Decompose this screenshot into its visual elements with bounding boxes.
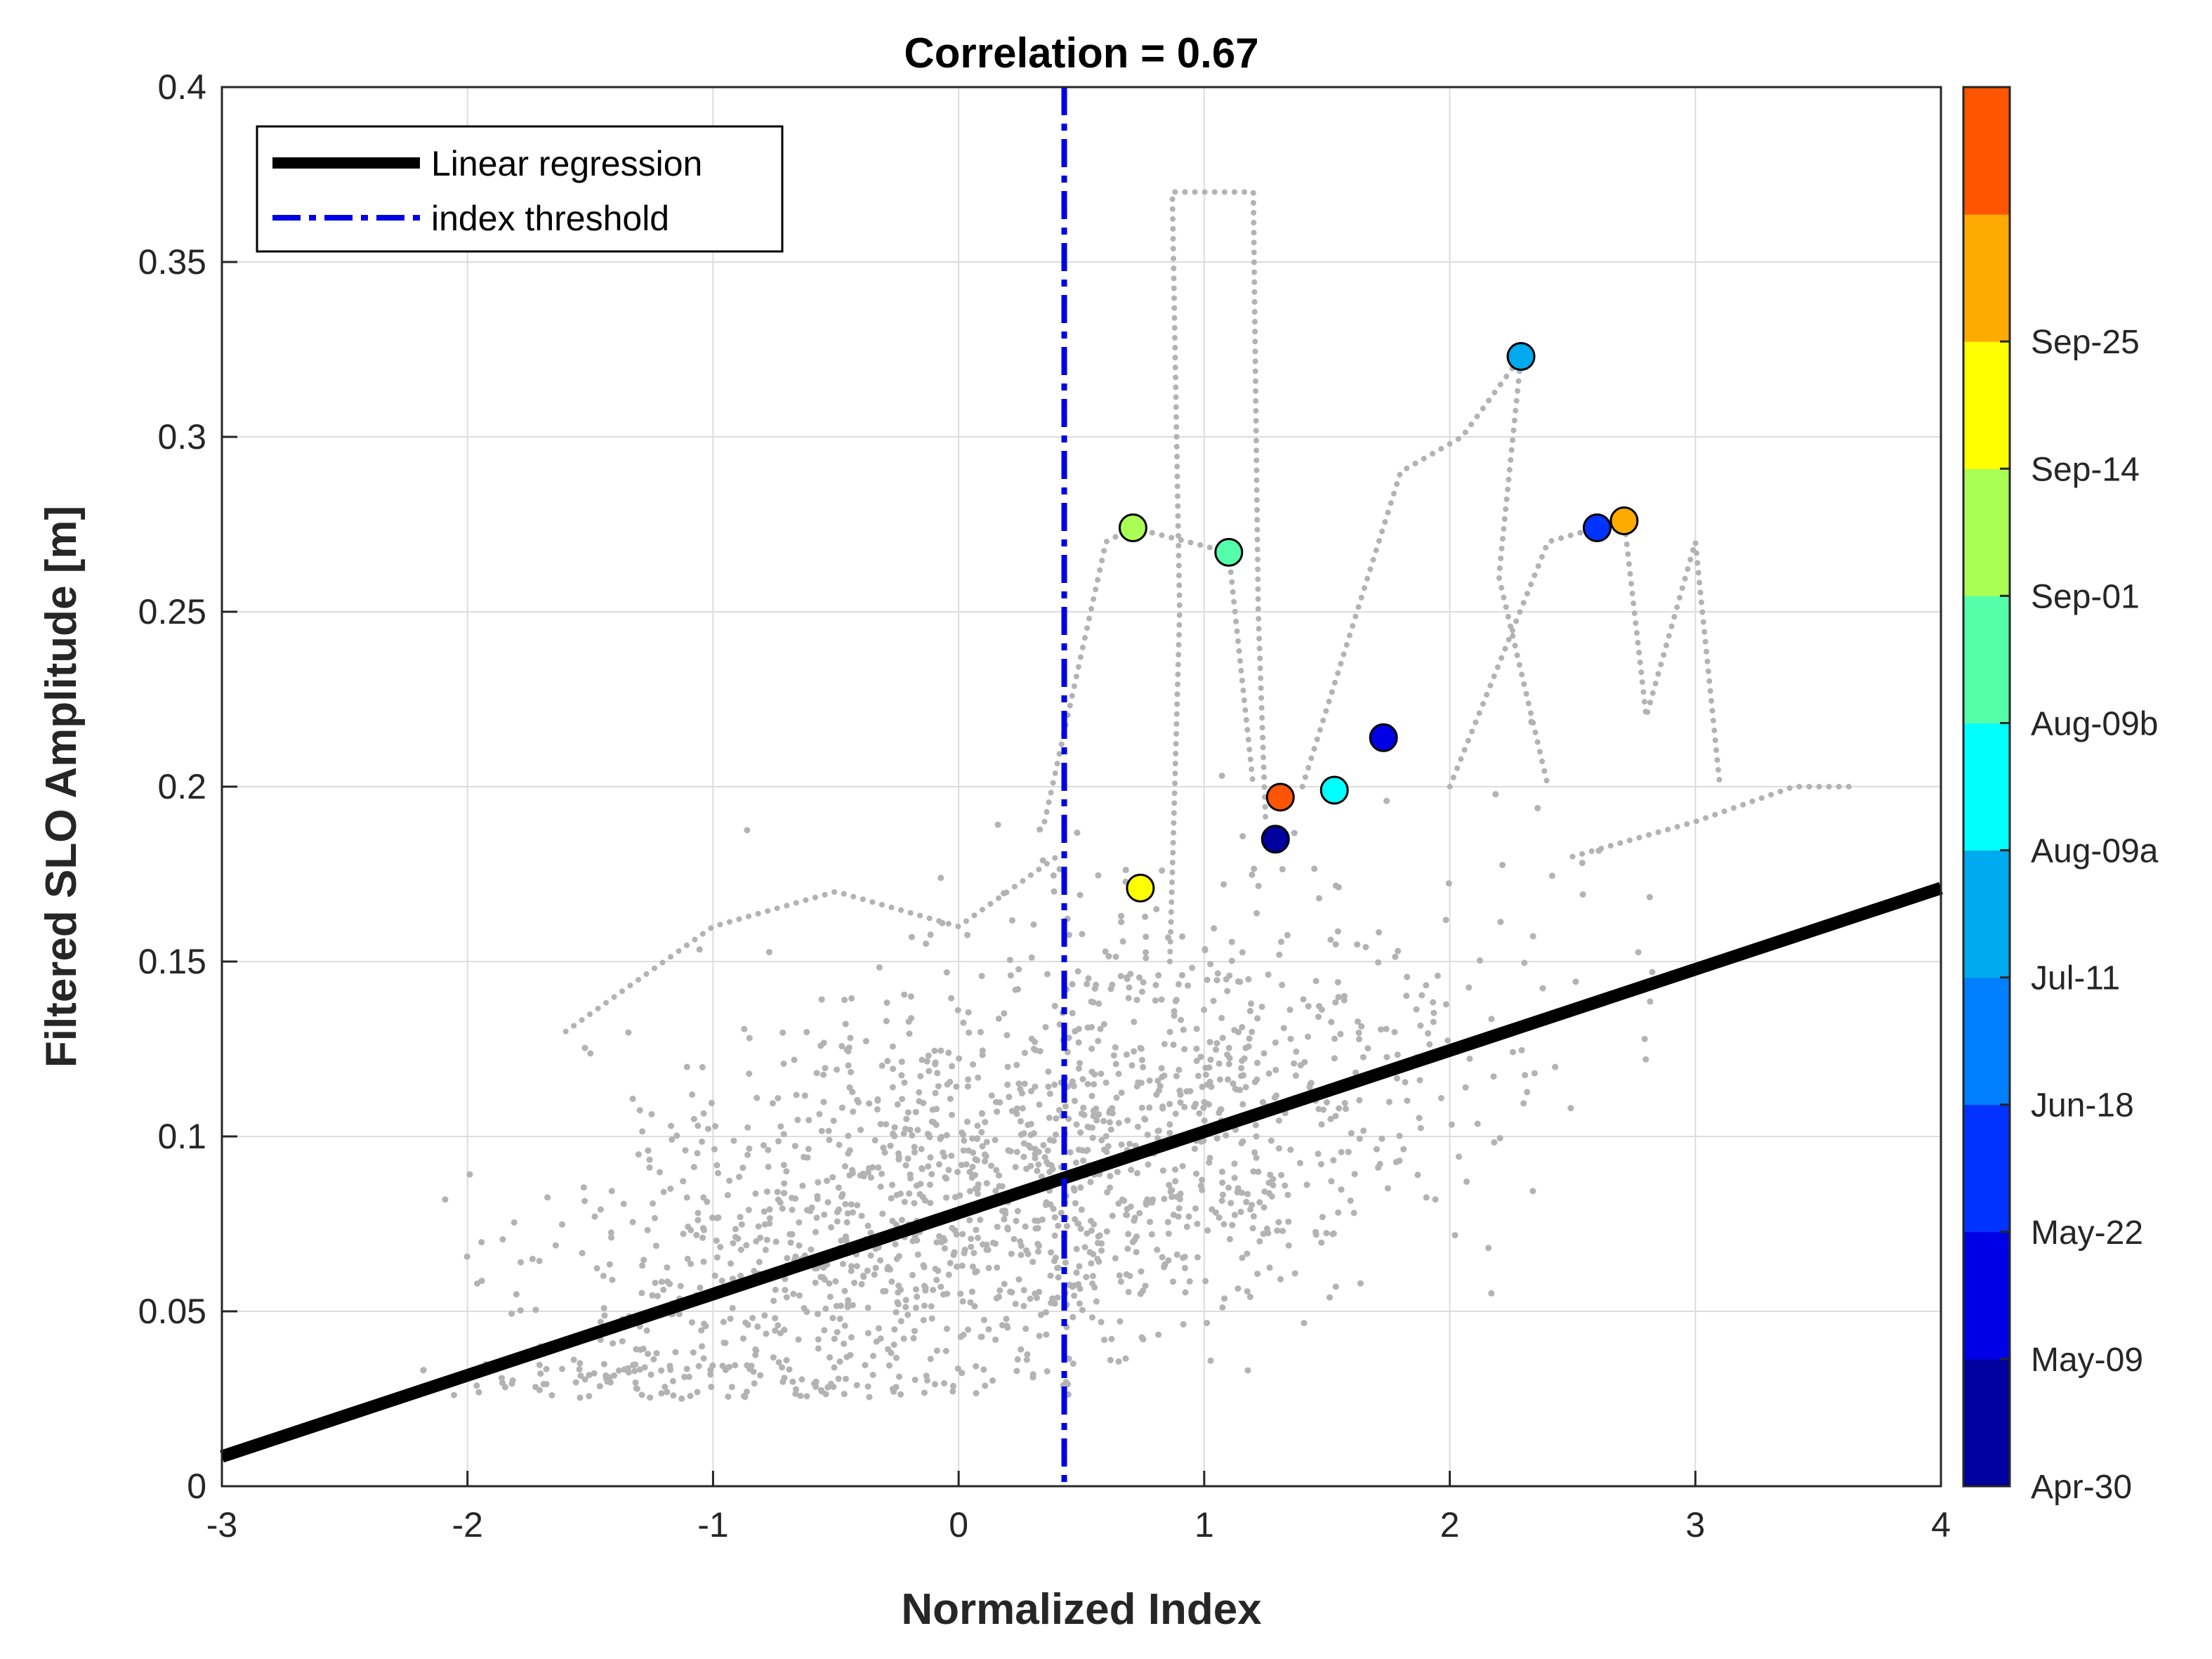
y-tick-label: 0.15	[138, 942, 206, 981]
cloud-points	[420, 719, 1656, 1402]
regression-line-group	[220, 881, 1943, 1463]
colorbar-label: Apr-30	[2031, 1469, 2132, 1506]
chart-title: Correlation = 0.67	[904, 29, 1258, 77]
x-tick-label: -3	[206, 1505, 237, 1545]
colorbar-label: Jul-11	[2031, 960, 2120, 997]
y-tick-label: 0.2	[157, 767, 206, 806]
x-tick-label: 4	[1931, 1505, 1951, 1545]
x-ticks: -3 -2 -1 0 1 2 3 4	[206, 1471, 1951, 1545]
colorbar-segment	[1963, 468, 2010, 596]
colorbar-segment	[1963, 850, 2010, 978]
colorbar-segment	[1963, 977, 2010, 1106]
excursion-track	[562, 853, 1060, 1035]
legend-label-regression: Linear regression	[431, 144, 702, 183]
event-marker	[1214, 537, 1244, 567]
colorbar-label: Aug-09b	[2031, 705, 2158, 742]
y-tick-label: 0.25	[138, 592, 206, 631]
event-marker	[1369, 723, 1398, 752]
event-marker	[1118, 513, 1147, 542]
excursion-track	[1569, 784, 1858, 860]
y-tick-label: 0.4	[157, 67, 206, 107]
colorbar-segment	[1963, 723, 2010, 851]
colorbar-segment	[1963, 1358, 2010, 1487]
x-tick-label: 0	[949, 1505, 968, 1545]
colorbar-label: May-09	[2031, 1342, 2143, 1379]
event-marker	[1609, 506, 1639, 536]
y-tick-label: 0	[187, 1467, 206, 1506]
event-marker	[1260, 825, 1290, 854]
colorbar-segment	[1963, 1231, 2010, 1360]
y-tick-label: 0.05	[138, 1292, 206, 1331]
y-tick-label: 0.1	[157, 1117, 206, 1156]
legend-box	[256, 125, 784, 253]
y-tick-label: 0.3	[157, 417, 206, 457]
event-marker	[1582, 513, 1612, 542]
colorbar-label: Sep-14	[2031, 451, 2140, 488]
colorbar-label: Sep-25	[2031, 324, 2140, 361]
x-tick-label: 2	[1440, 1505, 1460, 1545]
x-tick-label: 1	[1194, 1505, 1214, 1545]
colorbar-segment	[1963, 1104, 2010, 1233]
colorbar-segment	[1963, 87, 2010, 215]
colorbar: Apr-30 May-09 May-22 Jun-18 Jul-11 Aug-09a Aug…	[1962, 86, 2159, 1506]
colorbar-label: Sep-01	[2031, 578, 2140, 615]
y-axis-label: Filtered SLO Amplitude [m]	[37, 506, 86, 1068]
colorbar-label: Jun-18	[2031, 1087, 2134, 1124]
colorbar-label: Aug-09a	[2031, 833, 2159, 870]
x-tick-label: 3	[1685, 1505, 1705, 1545]
x-axis-label: Normalized Index	[901, 1585, 1262, 1634]
event-marker	[1265, 782, 1295, 812]
event-marker	[1126, 873, 1155, 903]
y-ticks: 0 0.05 0.1 0.15 0.2 0.25 0.3 0.35 0.4	[138, 67, 237, 1506]
colorbar-segment	[1963, 341, 2010, 469]
colorbar-segment	[1963, 596, 2010, 723]
excursion-track	[1299, 346, 1551, 789]
x-tick-label: -1	[697, 1505, 728, 1545]
highlighted-events	[1118, 341, 1639, 903]
colorbar-border	[1962, 86, 2011, 1488]
event-marker	[1506, 341, 1536, 371]
excursion-track	[1447, 517, 1723, 789]
x-tick-label: -2	[452, 1505, 482, 1545]
excursion-track	[1166, 189, 1269, 964]
y-tick-label: 0.35	[138, 242, 206, 282]
legend-label-threshold: index threshold	[431, 199, 669, 238]
colorbar-segment	[1963, 214, 2010, 342]
legend: Linear regression index threshold	[256, 125, 784, 253]
regression-line	[220, 881, 1943, 1463]
event-marker	[1319, 775, 1349, 805]
colorbar-label: May-22	[2031, 1214, 2143, 1252]
